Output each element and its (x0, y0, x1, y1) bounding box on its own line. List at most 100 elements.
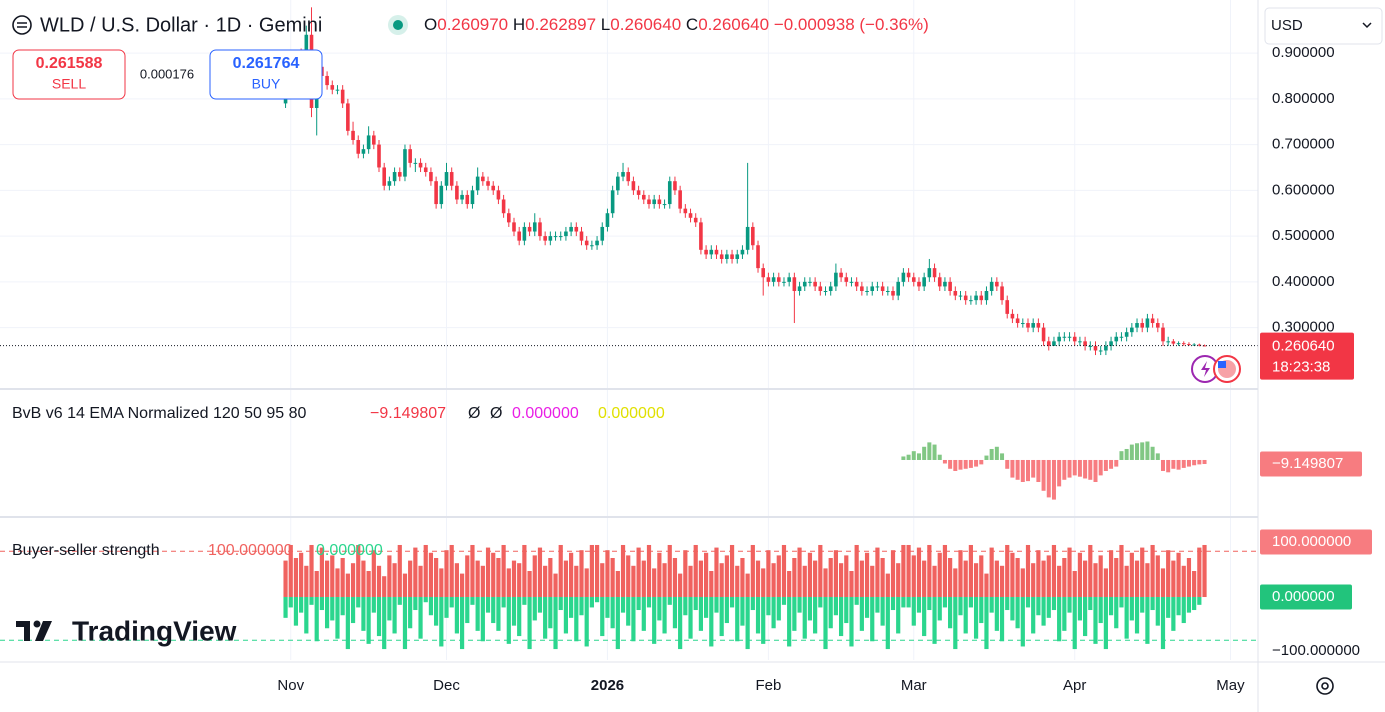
strength-bar (698, 560, 704, 598)
strength-bar (906, 597, 911, 608)
strength-bar (719, 563, 724, 598)
buy-price[interactable]: 0.261764 (233, 55, 300, 72)
strength-bar (459, 573, 465, 598)
buy-button[interactable] (209, 49, 323, 100)
strength-bar (657, 597, 662, 621)
strength-bar (807, 597, 813, 621)
strength-bar (299, 552, 304, 598)
strength-bar (761, 597, 766, 644)
ohlc-change: −0.000938 (−0.36%) (774, 15, 929, 34)
strength-bar (631, 565, 636, 598)
candle-body (641, 194, 646, 200)
candle-body (610, 190, 615, 214)
candle-body (667, 181, 672, 205)
strength-bar (319, 597, 324, 611)
histogram-bar (1020, 459, 1025, 482)
strength-bar (569, 552, 574, 598)
strength-bar (948, 557, 953, 598)
event-icon[interactable] (1201, 361, 1210, 377)
candle-body (906, 272, 911, 278)
strength-bar (330, 597, 335, 621)
buy-label[interactable]: BUY (252, 76, 281, 92)
strength-bar (1145, 597, 1150, 644)
strength-bar (330, 555, 335, 598)
currency-label[interactable]: USD (1271, 17, 1303, 34)
strength-bar (532, 597, 537, 621)
sell-button[interactable] (12, 49, 126, 100)
candle-body (1046, 341, 1051, 346)
histogram-bar (1166, 459, 1171, 473)
strength-bar (548, 597, 553, 629)
strength-bar (859, 597, 864, 631)
strength-bar (813, 560, 818, 598)
candle-body (989, 281, 994, 291)
candle-body (688, 213, 693, 218)
strength-bar (361, 560, 366, 598)
strength-bar (402, 597, 408, 650)
chevron[interactable] (1362, 22, 1372, 29)
ohlc-key: H (513, 15, 525, 34)
strength-bar (1036, 597, 1041, 616)
histogram-bar (1077, 459, 1082, 477)
candle-body (460, 194, 464, 200)
strength-bar (1093, 563, 1098, 598)
strength-bar (428, 597, 434, 616)
candle-body (673, 181, 677, 191)
x-tick-label: Dec (433, 677, 460, 694)
ohlc-key: O (424, 15, 437, 34)
strength-bar (740, 597, 745, 626)
strength-bar (999, 597, 1005, 642)
strength-bar (901, 544, 906, 598)
histogram-bar (1155, 453, 1160, 460)
strength-bar (439, 568, 444, 598)
candle-body (382, 167, 387, 186)
histogram-bar (948, 459, 953, 469)
axis-label: −9.149807 (1272, 455, 1343, 472)
strength-bar (932, 565, 937, 598)
candle-body (823, 291, 828, 292)
strength-bar (428, 552, 434, 598)
strength-bar (911, 555, 916, 598)
candle-body (418, 162, 423, 168)
candle-body (351, 130, 355, 141)
candle-body (325, 75, 329, 86)
candle-body (730, 254, 734, 259)
candle-body (709, 249, 714, 255)
strength-bar (979, 555, 984, 598)
strength-bar (1145, 563, 1150, 598)
strength-bar (309, 544, 314, 598)
strength-bar (517, 563, 522, 598)
sell-price[interactable]: 0.261588 (36, 55, 103, 72)
histogram-bar (1005, 459, 1010, 469)
ohlc-value: 0.260970 (437, 15, 508, 34)
candle-body (917, 281, 921, 287)
candle-body (1202, 345, 1207, 347)
settings-icon[interactable] (1316, 677, 1334, 695)
strength-bar (880, 597, 885, 626)
strength-bar (345, 597, 350, 650)
strength-bar (548, 557, 553, 598)
candle-body (943, 281, 947, 287)
candle-body (1057, 336, 1061, 342)
strength-bar (1186, 557, 1192, 598)
strength-bar (781, 544, 787, 598)
settings-icon[interactable] (1321, 682, 1329, 690)
event-icon[interactable] (1218, 361, 1226, 368)
ohlc-key: L (601, 15, 610, 34)
strength-bar (828, 557, 833, 598)
strength-bar (1108, 550, 1114, 598)
strength-bar (543, 565, 548, 598)
candle-body (886, 291, 890, 292)
strength-bar (361, 597, 366, 631)
candle-body (652, 199, 656, 205)
y-tick-label: 0.500000 (1272, 227, 1335, 244)
strength-bar (849, 571, 854, 598)
strength-bar (449, 597, 454, 608)
histogram-bar (1186, 459, 1191, 467)
currency-select[interactable] (1264, 7, 1383, 45)
candle-body (548, 236, 553, 241)
strength-bar (1046, 555, 1051, 598)
sell-label[interactable]: SELL (52, 76, 86, 92)
candle-body (740, 249, 745, 255)
strength-bar (963, 560, 968, 598)
